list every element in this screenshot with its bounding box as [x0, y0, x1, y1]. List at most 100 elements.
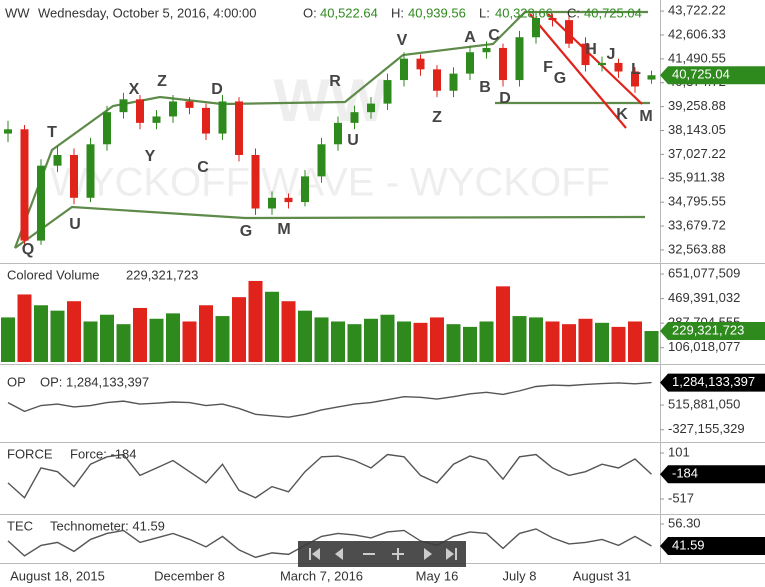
wave-label: J [607, 46, 616, 63]
x-tick-label: May 16 [416, 568, 459, 583]
volume-bar [199, 305, 213, 362]
y-tick-label: 34,795.55 [668, 194, 726, 209]
y-tick-label: 42,606.33 [668, 26, 726, 41]
wave-label: H [585, 41, 597, 58]
y-tick-label: -327,155,329 [668, 421, 745, 436]
wave-label: F [543, 59, 553, 76]
candle-body [416, 58, 425, 70]
candle-body [482, 47, 491, 53]
y-tick-label: 56.30 [668, 515, 701, 530]
candle-body [383, 80, 392, 104]
wave-label: X [129, 81, 140, 98]
candle-body [466, 52, 474, 74]
x-tick-label: December 8 [154, 568, 225, 583]
last-value-label: 41.59 [672, 537, 705, 552]
candle-body [284, 197, 293, 203]
candle-body [317, 144, 326, 177]
candle-body [631, 71, 639, 87]
panel-value: 229,321,723 [126, 267, 198, 282]
last-value-box [660, 322, 765, 341]
volume-bar [232, 297, 246, 362]
wave-label: D [499, 90, 511, 107]
volume-bar [595, 322, 609, 362]
candle-body [367, 103, 375, 113]
volume-bar [149, 318, 164, 362]
panel-title: OP [7, 374, 26, 389]
y-tick-label: 38,143.05 [668, 122, 726, 137]
panel-value: Force: -184 [70, 446, 136, 461]
volume-bar [265, 291, 279, 362]
candle-body [581, 43, 590, 66]
quote-label: O: [303, 5, 317, 20]
indicator-line [7, 381, 652, 418]
y-tick-label: 43,722.22 [668, 3, 726, 18]
volume-bar [578, 318, 593, 362]
watermark: WW WYCKOFF WAVE - WYCKOFF [50, 67, 610, 205]
volume-bar [496, 286, 510, 362]
indicator-line [7, 453, 652, 499]
volume-bar [17, 294, 32, 362]
candle-body [20, 129, 29, 241]
panel-title: Colored Volume [7, 267, 100, 282]
candle-body [449, 73, 458, 91]
volume-bar [34, 305, 48, 362]
candle-body [103, 112, 111, 145]
last-value-label: -184 [672, 466, 698, 481]
candle-body [86, 144, 95, 198]
volume-bar [562, 324, 576, 362]
volume-bar [248, 280, 263, 362]
candle-body [548, 17, 557, 21]
wave-label: Z [157, 73, 167, 90]
wave-label: G [554, 70, 566, 87]
candle-body [152, 116, 161, 123]
wave-label: A [464, 29, 476, 46]
x-tick-label: August 31 [573, 568, 632, 583]
candle-body [70, 154, 78, 198]
wave-label: U [347, 132, 359, 149]
volume-bar [166, 313, 180, 362]
volume-bar [314, 317, 329, 362]
volume-bar [50, 310, 65, 362]
x-tick-label: March 7, 2016 [280, 568, 363, 583]
wave-label: Z [432, 109, 442, 126]
watermark: WYCKOFF WAVE - WYCKOFF [50, 161, 610, 205]
x-tick-label: August 18, 2015 [10, 568, 105, 583]
candle-body [218, 101, 227, 134]
wave-label: C [197, 159, 209, 176]
y-tick-label: 106,018,077 [668, 339, 740, 354]
volume-bar [1, 317, 15, 362]
last-value-box [660, 465, 765, 484]
last-value-box [660, 537, 765, 556]
wave-label: Q [22, 241, 34, 258]
volume-bar [644, 331, 659, 362]
volume-bar [215, 316, 230, 362]
indicator-line [7, 528, 652, 559]
wave-label: V [397, 32, 408, 49]
last-value-label: 229,321,723 [672, 322, 744, 337]
quote-value: 40,725.04 [584, 5, 642, 20]
candle-body [202, 107, 210, 134]
last-value-box [660, 373, 765, 392]
candle-body [301, 176, 309, 203]
y-tick-label: -517 [668, 490, 694, 505]
y-tick-label: 515,881,050 [668, 396, 740, 411]
volume-bar [347, 324, 362, 362]
volume-bar [479, 321, 494, 362]
candle-body [235, 101, 243, 155]
symbol: WW [5, 5, 30, 20]
last-value-label: 40,725.04 [672, 67, 730, 82]
navigator[interactable] [298, 541, 466, 567]
candle-body [37, 165, 45, 241]
y-tick-label: 469,391,032 [668, 290, 740, 305]
wave-label: K [616, 106, 628, 123]
volume-bar [380, 314, 395, 362]
wave-label: C [488, 27, 500, 44]
y-tick-label: 101 [668, 444, 690, 459]
volume-bar [281, 301, 296, 362]
volume-bar [298, 310, 312, 362]
volume-bar [430, 317, 444, 362]
candle-body [136, 99, 144, 123]
quote-label: L: [479, 5, 490, 20]
candle-body [350, 112, 359, 123]
